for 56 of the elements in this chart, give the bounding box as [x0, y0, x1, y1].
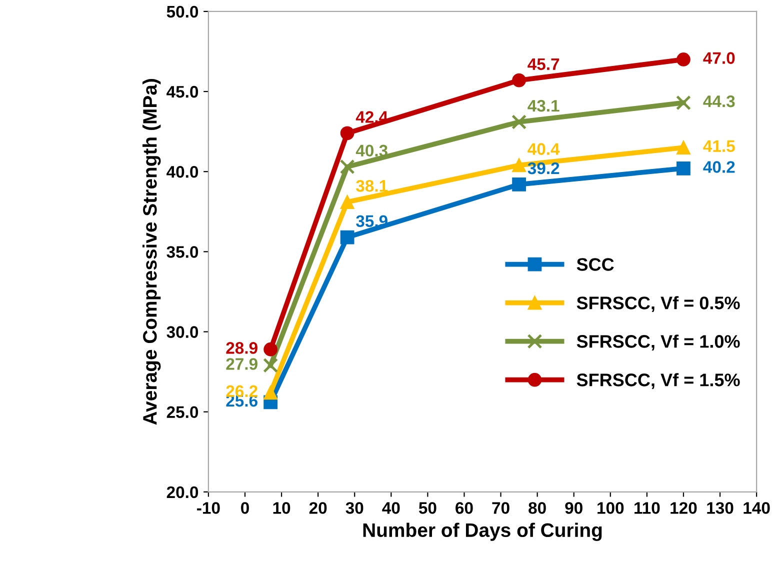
data-label: 40.4	[528, 143, 560, 155]
data-label: 47.0	[703, 52, 735, 64]
y-tick-label: 20.0	[166, 486, 198, 498]
point	[264, 386, 278, 400]
x-tick-label: 50	[418, 502, 436, 514]
y-tick-label: 45.0	[166, 86, 198, 98]
x-tick-label: 130	[707, 502, 734, 514]
x-tick-label: 60	[456, 502, 473, 514]
data-label: 43.1	[528, 100, 560, 112]
point	[263, 358, 278, 373]
x-tick-label: 100	[598, 502, 624, 514]
data-label: 38.1	[356, 180, 388, 192]
legend-label: SFRSCC, Vf = 1.0%	[576, 334, 740, 350]
point	[512, 73, 526, 88]
data-label: 40.3	[356, 144, 388, 157]
point	[340, 126, 354, 140]
y-tick-label: 35.0	[166, 246, 198, 258]
y-tick-label: 40.0	[166, 166, 198, 178]
point	[676, 161, 690, 176]
x-tick-label: 90	[565, 502, 582, 514]
x-tick-label: -10	[197, 502, 220, 514]
point	[676, 52, 690, 66]
x-tick-label: 10	[273, 502, 290, 514]
data-label: 40.2	[703, 161, 735, 173]
point	[676, 140, 690, 155]
data-label: 45.7	[528, 58, 560, 70]
legend-label: SCC	[576, 258, 614, 271]
data-label: 39.2	[528, 162, 560, 174]
x-tick-label: 80	[528, 502, 546, 514]
x-tick-label: 40	[382, 502, 400, 514]
point	[512, 177, 526, 192]
data-label: 28.9	[226, 342, 258, 354]
point	[340, 195, 354, 209]
point	[512, 158, 526, 172]
x-tick-label: 20	[309, 502, 327, 514]
point	[340, 159, 355, 174]
data-label: 41.5	[703, 140, 735, 152]
x-tick-label: 30	[346, 502, 364, 514]
x-axis-title: Number of Days of Curing	[363, 522, 602, 541]
y-axis-title: Average Compressive Strength (MPa)	[142, 79, 161, 425]
point	[264, 342, 278, 356]
y-tick-label: 30.0	[166, 326, 198, 338]
x-tick-label: 70	[492, 502, 510, 514]
data-label: 44.3	[703, 95, 735, 108]
legend-label: SFRSCC, Vf = 0.5%	[576, 296, 740, 312]
point	[512, 114, 527, 130]
x-tick-label: 110	[634, 502, 660, 514]
y-tick-label: 50.0	[166, 6, 198, 18]
x-tick-label: 140	[744, 502, 770, 514]
legend-label: SFRSCC, Vf = 1.5%	[576, 373, 740, 389]
y-tick-label: 25.0	[166, 406, 198, 418]
point	[340, 230, 354, 244]
point	[676, 95, 691, 110]
x-tick-label: 120	[670, 502, 697, 514]
x-tick-label: 0	[241, 502, 249, 514]
data-label: 27.9	[226, 358, 258, 370]
